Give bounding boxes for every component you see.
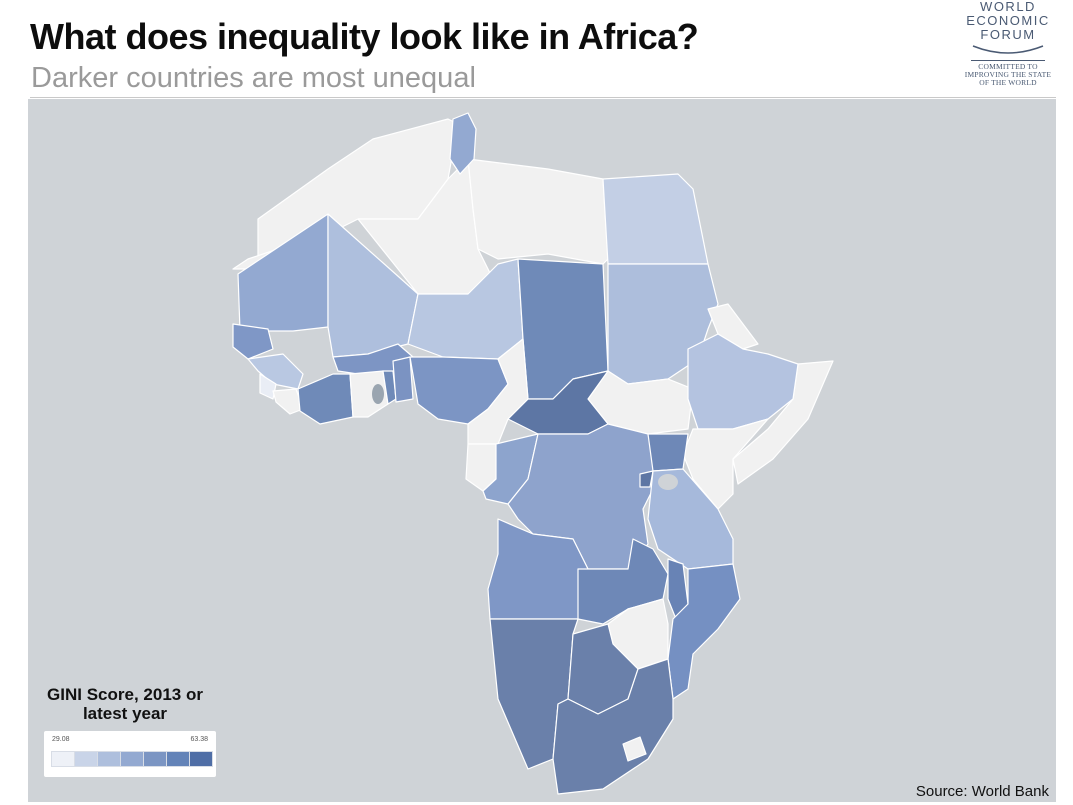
country-liberia: [272, 388, 304, 415]
country-somalia: [732, 360, 834, 485]
country-egypt: [602, 173, 709, 265]
country-eritrea: [707, 303, 759, 350]
logo-tagline-1: COMMITTED TO: [978, 62, 1038, 71]
country-south-africa: [552, 658, 674, 795]
country-rwanda: [639, 470, 654, 488]
logo-line-1: WORLD: [980, 0, 1036, 14]
country-sierra-leone: [259, 373, 277, 400]
page-subtitle: Darker countries are most unequal: [31, 62, 476, 94]
legend: 29.08 63.38: [44, 731, 216, 777]
logo-tagline-3: OF THE WORLD: [979, 78, 1037, 87]
legend-swatch: [143, 751, 167, 767]
header-divider: [30, 97, 1056, 98]
legend-max-value: 63.38: [190, 736, 208, 743]
legend-swatch: [51, 751, 75, 767]
legend-swatch: [120, 751, 144, 767]
country-ghana: [349, 370, 389, 418]
page-title: What does inequality look like in Africa…: [30, 16, 699, 57]
lake-volta: [372, 384, 384, 404]
legend-swatch: [74, 751, 98, 767]
country-mauritania: [237, 213, 329, 332]
lake-victoria: [658, 474, 678, 490]
africa-map-canvas: [232, 112, 834, 795]
legend-swatch: [97, 751, 121, 767]
country-kenya: [682, 418, 769, 510]
legend-swatch: [166, 751, 190, 767]
logo-line-3: FORUM: [980, 27, 1036, 42]
country-central-african-republic: [507, 370, 609, 435]
legend-color-scale: [51, 751, 213, 767]
globe-arc-icon: [972, 45, 1044, 54]
legend-swatch: [189, 751, 213, 767]
logo-line-2: ECONOMIC: [966, 13, 1050, 28]
country-mozambique: [667, 563, 741, 700]
africa-map: [28, 99, 1056, 802]
country-senegal: [232, 323, 274, 360]
country-zambia: [577, 538, 669, 625]
wef-logo: WORLD ECONOMIC FORUM COMMITTED TO IMPROV…: [960, 0, 1056, 96]
source-note: Source: World Bank: [915, 783, 1049, 800]
country-benin: [392, 356, 414, 403]
logo-rule: [971, 60, 1045, 61]
country-lesotho: [622, 736, 647, 762]
country-libya: [467, 158, 609, 265]
country-cote-divoire: [297, 373, 354, 425]
logo-tagline-2: IMPROVING THE STATE: [964, 70, 1052, 79]
legend-title: GINI Score, 2013 or latest year: [47, 685, 203, 723]
country-uganda: [647, 433, 689, 472]
legend-min-value: 29.08: [52, 736, 70, 743]
country-ethiopia: [687, 333, 799, 430]
country-tunisia: [449, 112, 477, 175]
